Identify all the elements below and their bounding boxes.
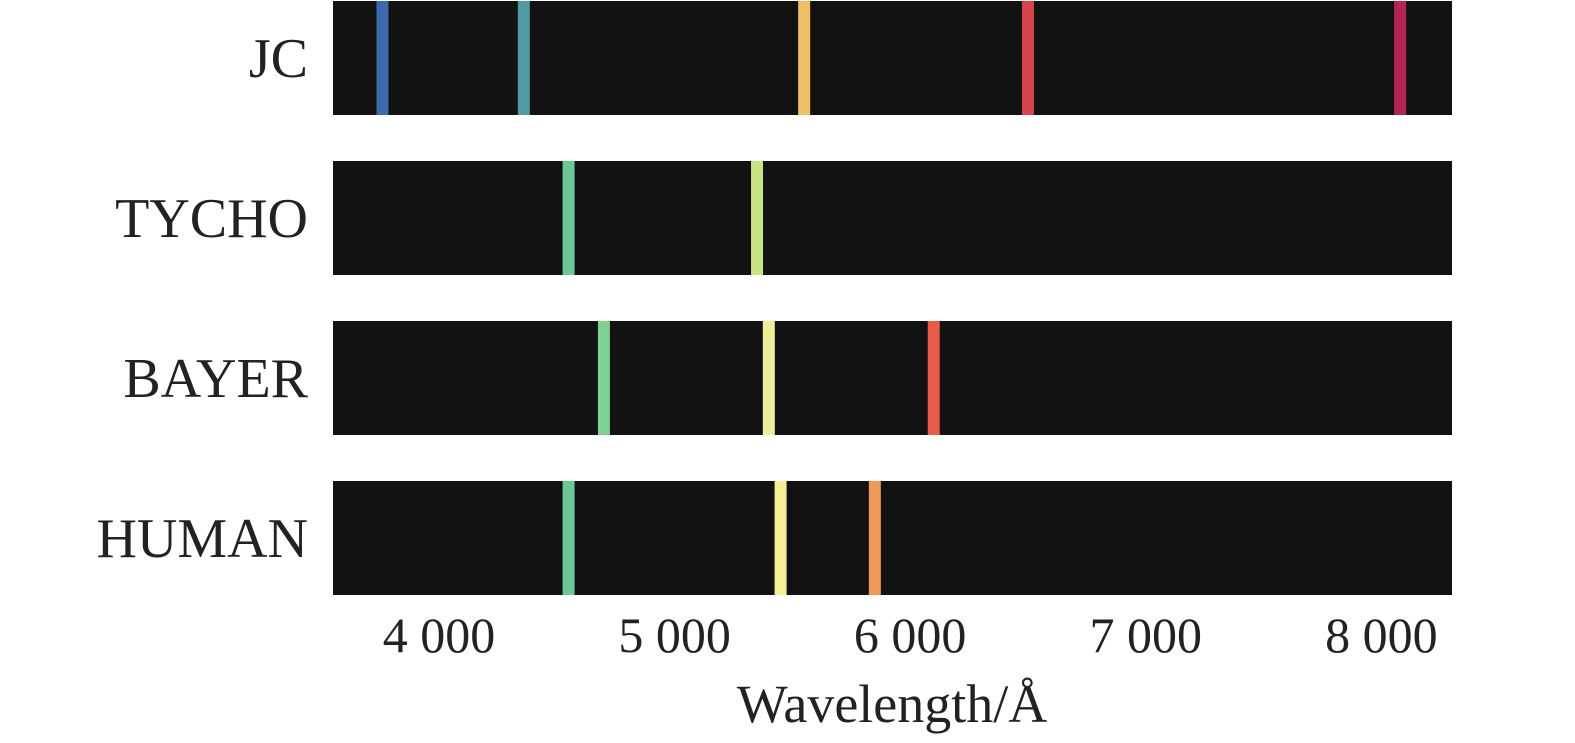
spectral-line bbox=[562, 481, 575, 595]
spectral-line bbox=[562, 161, 575, 275]
row-band bbox=[333, 161, 1452, 275]
spectral-line bbox=[798, 1, 811, 115]
row-label: JC bbox=[249, 28, 308, 90]
row-band bbox=[333, 321, 1452, 435]
spectral-line bbox=[774, 481, 787, 595]
row-band bbox=[333, 1, 1452, 115]
x-axis-ticks: 4 000 5 000 6 000 7 000 8 000 bbox=[383, 607, 1438, 663]
row-label: TYCHO bbox=[115, 188, 308, 250]
spectral-line bbox=[762, 321, 775, 435]
x-axis-title: Wavelength/Å bbox=[737, 674, 1048, 734]
row-human: HUMAN bbox=[96, 481, 1452, 595]
spectral-line bbox=[927, 321, 940, 435]
rows-layer: JC TYCHO BAYER HUMAN bbox=[96, 1, 1452, 595]
row-jc: JC bbox=[249, 1, 1452, 115]
x-tick-label: 7 000 bbox=[1089, 607, 1202, 663]
spectral-line bbox=[597, 321, 610, 435]
spectral-line bbox=[376, 1, 389, 115]
x-tick-label: 6 000 bbox=[854, 607, 967, 663]
row-label: BAYER bbox=[123, 348, 308, 410]
spectral-line bbox=[1021, 1, 1034, 115]
x-tick-label: 4 000 bbox=[383, 607, 496, 663]
x-tick-label: 8 000 bbox=[1325, 607, 1438, 663]
spectral-line bbox=[1394, 1, 1407, 115]
spectral-line bbox=[751, 161, 764, 275]
row-label: HUMAN bbox=[96, 508, 308, 570]
row-bayer: BAYER bbox=[123, 321, 1452, 435]
spectral-line bbox=[517, 1, 530, 115]
spectral-line bbox=[868, 481, 881, 595]
row-tycho: TYCHO bbox=[115, 161, 1452, 275]
row-band bbox=[333, 481, 1452, 595]
x-tick-label: 5 000 bbox=[618, 607, 731, 663]
